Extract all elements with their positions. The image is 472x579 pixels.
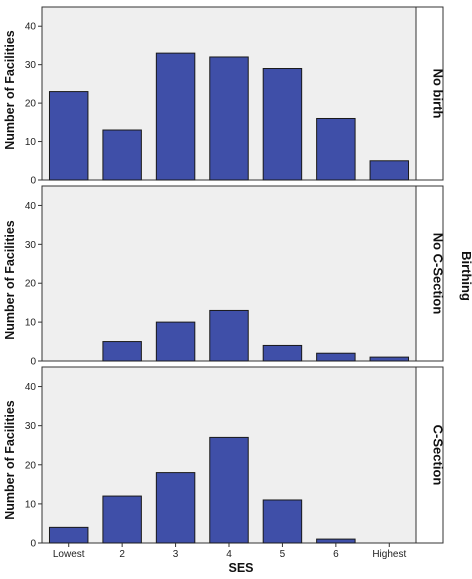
y-tick-label: 20 — [25, 460, 37, 471]
facet-label: No C-Section — [431, 233, 446, 315]
facet-strip — [415, 366, 444, 544]
bar — [262, 344, 303, 362]
x-tick-labels: Lowest 2 3 4 5 6 Highest — [53, 543, 406, 560]
x-tick-label: Highest — [372, 549, 406, 560]
bar — [209, 309, 249, 362]
facet-label: No birth — [431, 69, 446, 119]
bar — [369, 160, 410, 181]
y-axis-title: Number of Facilities — [3, 220, 17, 340]
bar — [155, 472, 196, 544]
y-axis-title: Number of Facilities — [3, 400, 17, 520]
y-tick-label: 40 — [25, 22, 37, 33]
facet-strip — [415, 6, 444, 181]
facet-strip — [415, 185, 444, 362]
bar — [209, 436, 249, 544]
bar — [48, 91, 89, 181]
x-axis-title: SES — [228, 561, 253, 575]
bar — [155, 52, 196, 181]
y-tick-label: 20 — [25, 279, 37, 290]
x-tick-label: 5 — [280, 549, 286, 560]
y-tick-label: 40 — [25, 382, 37, 393]
y-tick-label: 30 — [25, 60, 37, 71]
x-tick-label: Lowest — [53, 549, 85, 560]
x-tick-label: 2 — [119, 549, 125, 560]
bar — [369, 356, 410, 362]
bar — [262, 68, 303, 181]
y-tick-label: 10 — [25, 318, 37, 329]
x-tick-label: 4 — [226, 549, 232, 560]
bar — [102, 129, 142, 181]
bar — [316, 352, 356, 362]
y-axis-title: Number of Facilities — [3, 30, 17, 150]
y-tick-label: 0 — [30, 357, 36, 368]
bar — [209, 56, 249, 181]
bar — [48, 526, 89, 544]
y-tick-label: 10 — [25, 499, 37, 510]
bar — [316, 538, 356, 544]
y-tick-label: 40 — [25, 201, 37, 212]
y-tick-label: 0 — [30, 539, 36, 550]
bar — [102, 495, 142, 544]
y-tick-label: 30 — [25, 421, 37, 432]
y-tick-label: 20 — [25, 99, 37, 110]
x-tick-label: 6 — [333, 549, 339, 560]
y-tick-label: 30 — [25, 240, 37, 251]
bar — [155, 321, 196, 362]
y-tick-label: 0 — [30, 176, 36, 187]
facet-strips: No birth No C-Section C-Section — [415, 6, 446, 544]
panels-layer: 0 10 20 30 40 0 10 20 30 40 0 10 20 30 40 — [25, 6, 417, 550]
bar — [102, 341, 142, 362]
y-tick-label: 10 — [25, 137, 37, 148]
facet-group-label: Birthing — [459, 251, 472, 301]
x-tick-label: 3 — [173, 549, 179, 560]
bar — [316, 117, 356, 181]
facet-label: C-Section — [431, 425, 446, 486]
bar — [262, 499, 303, 544]
